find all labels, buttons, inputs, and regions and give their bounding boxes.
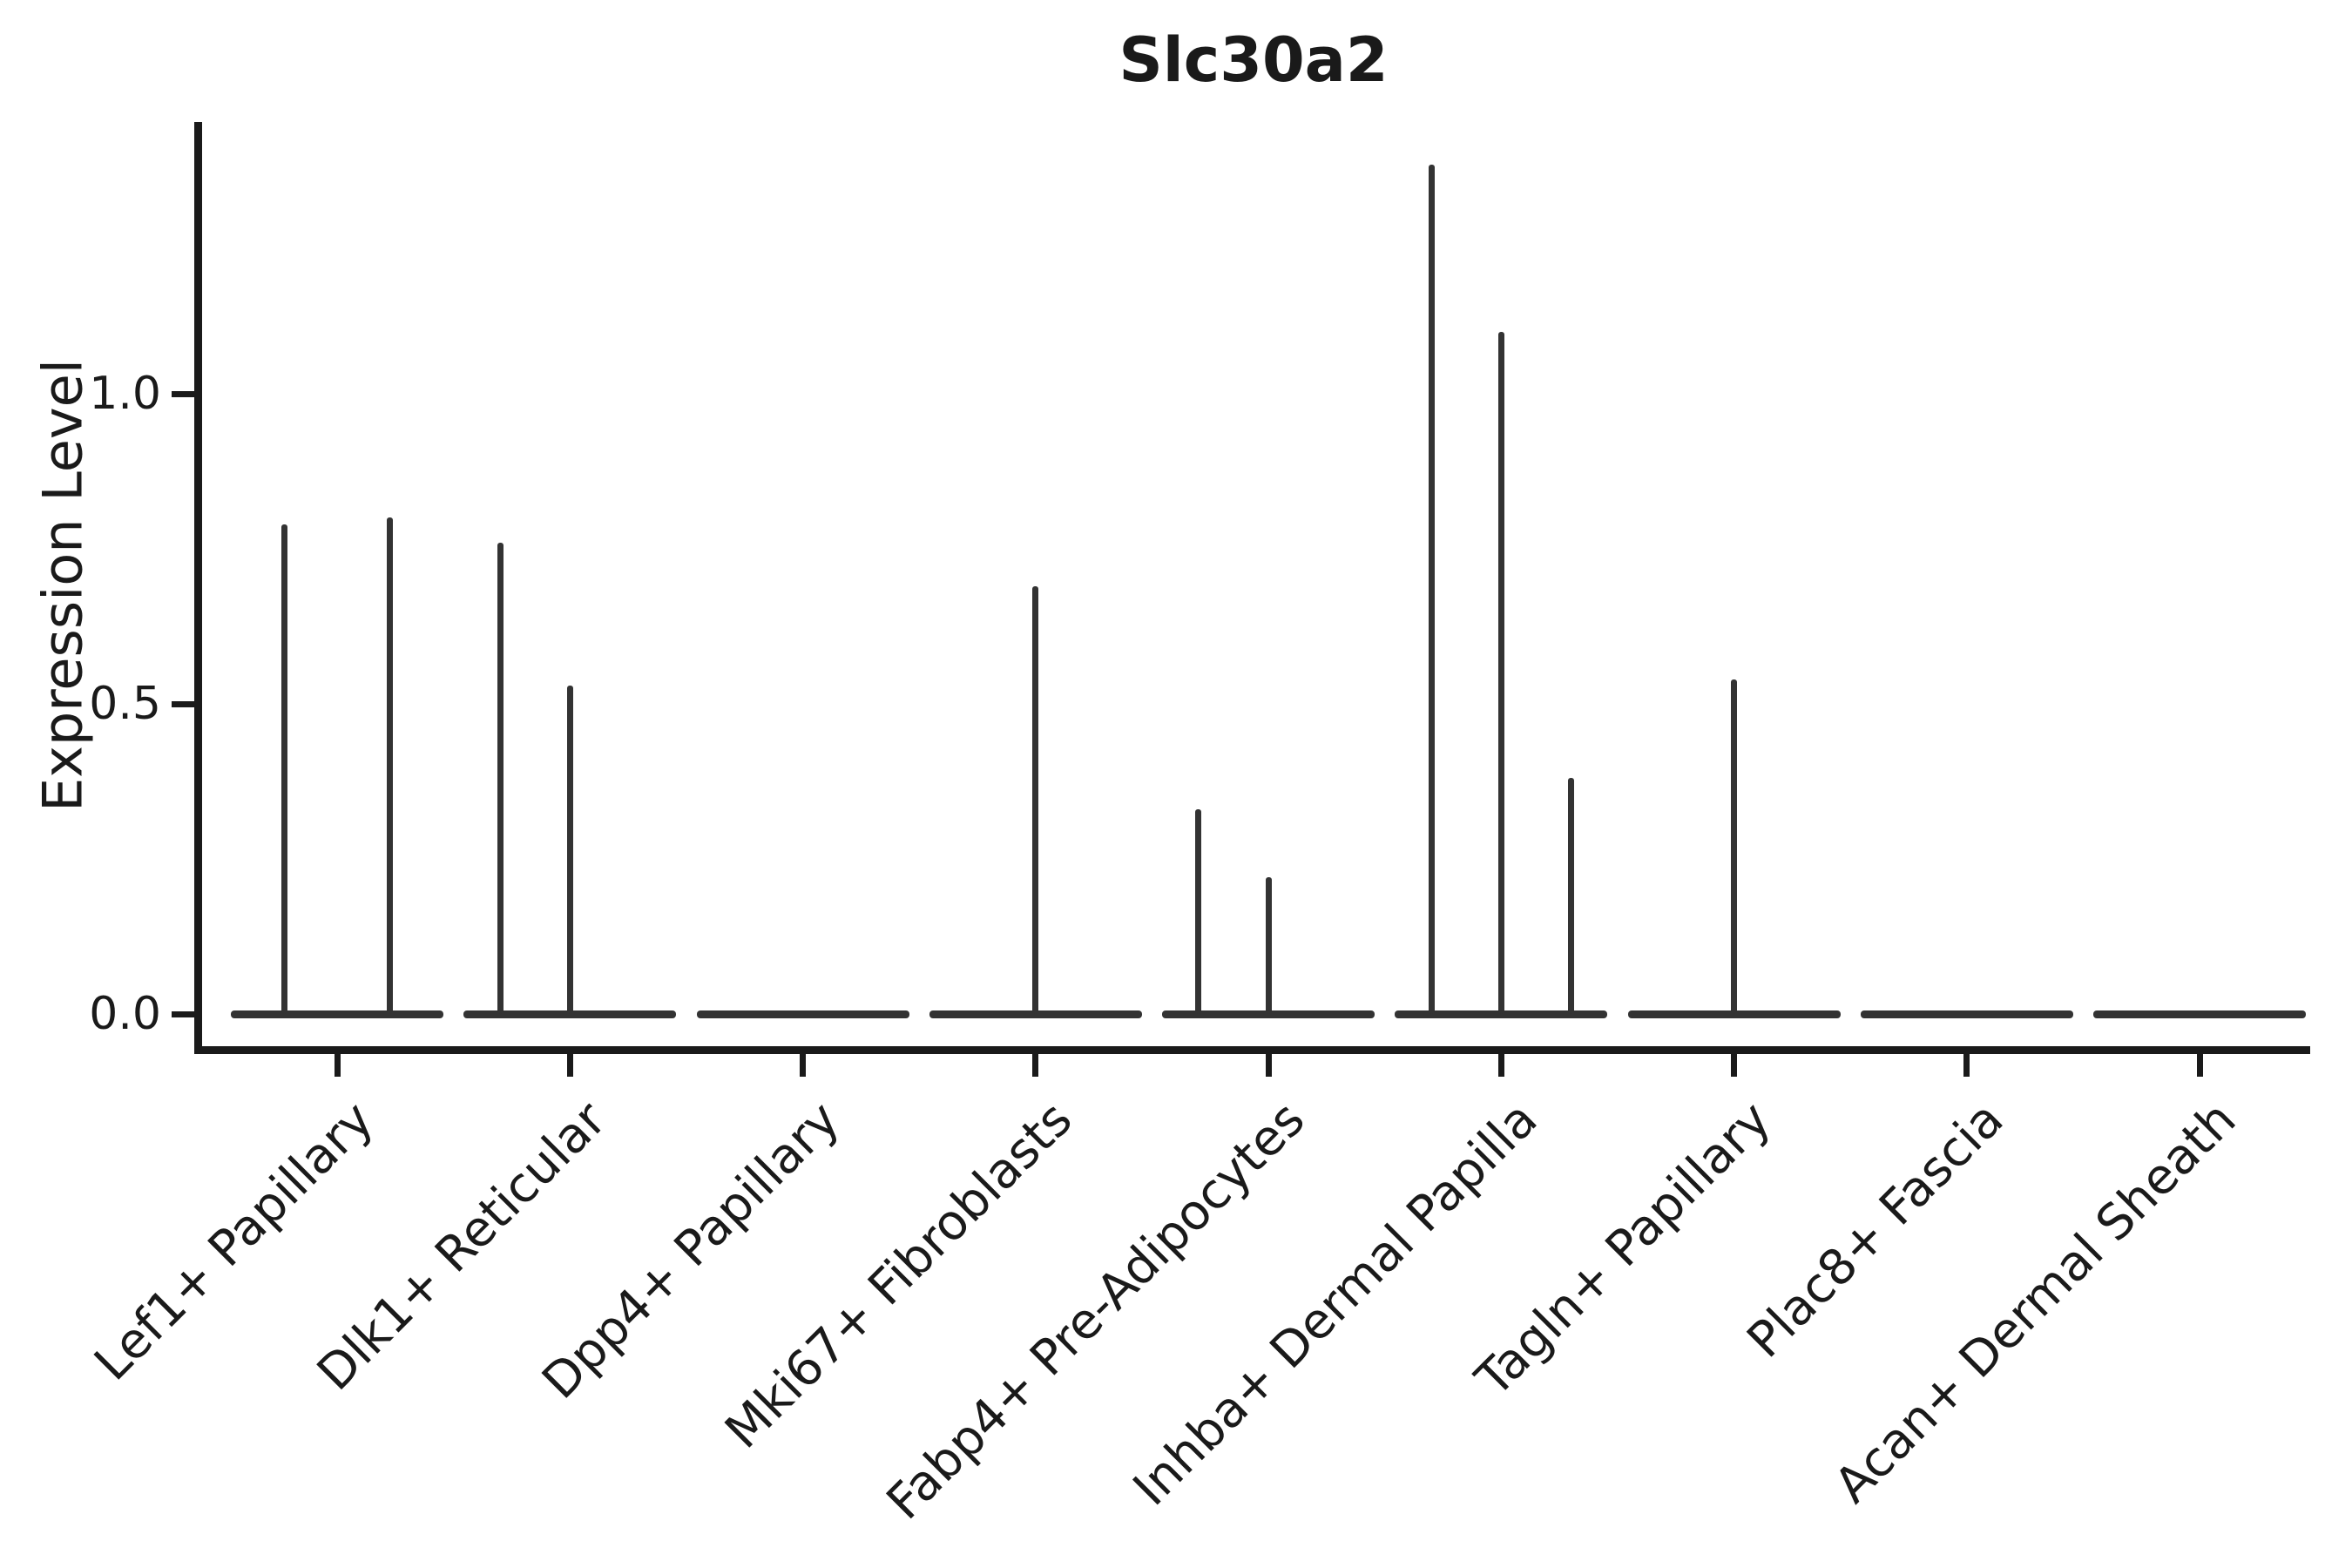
x-tick-label: Inhba+ Dermal Papilla xyxy=(1123,1091,1549,1517)
violin-spike xyxy=(387,517,394,1014)
y-tick-label: 0.5 xyxy=(89,678,161,730)
violin-baseline xyxy=(1627,1010,1841,1018)
x-tick xyxy=(334,1052,341,1077)
y-tick xyxy=(172,391,194,397)
violin-spike xyxy=(497,542,504,1014)
violin-spike xyxy=(1265,877,1272,1014)
violin-spike xyxy=(1567,778,1574,1014)
x-tick xyxy=(1497,1052,1504,1077)
x-tick xyxy=(1731,1052,1737,1077)
violin-spike xyxy=(280,524,287,1014)
violin-spike xyxy=(1032,585,1039,1014)
violin-spike xyxy=(1497,331,1504,1014)
violin-baseline xyxy=(463,1010,677,1018)
violin-baseline xyxy=(1395,1010,1608,1018)
x-tick-label: Acan+ Dermal Sheath xyxy=(1823,1091,2247,1515)
violin-spike xyxy=(1731,679,1737,1014)
x-tick xyxy=(2196,1052,2203,1077)
x-tick xyxy=(566,1052,573,1077)
x-tick-label: Fabp4+ Pre-Adipocytes xyxy=(875,1091,1316,1531)
violin-baseline xyxy=(696,1010,909,1018)
chart-title: Slc30a2 xyxy=(1119,24,1389,96)
x-tick xyxy=(1963,1052,1970,1077)
x-tick xyxy=(800,1052,806,1077)
y-tick xyxy=(172,1011,194,1017)
violin-spike xyxy=(1428,164,1435,1014)
x-tick xyxy=(1032,1052,1039,1077)
violin-baseline xyxy=(2093,1010,2306,1018)
y-tick-label: 0.0 xyxy=(89,988,161,1040)
y-tick xyxy=(172,701,194,707)
violin-baseline xyxy=(231,1010,443,1018)
violin-baseline xyxy=(1162,1010,1375,1018)
violin-spike xyxy=(566,685,573,1014)
violin-spike xyxy=(1195,809,1202,1014)
violin-baseline xyxy=(929,1010,1142,1018)
violin-baseline xyxy=(1860,1010,2073,1018)
x-axis-spine xyxy=(194,1046,2310,1054)
x-tick xyxy=(1265,1052,1272,1077)
y-axis-spine xyxy=(194,122,202,1054)
y-axis-label: Expression Level xyxy=(30,359,95,812)
y-tick-label: 1.0 xyxy=(89,368,161,420)
